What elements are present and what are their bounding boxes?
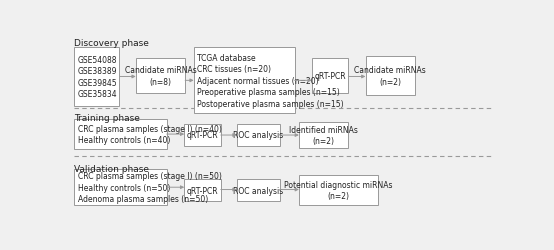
FancyBboxPatch shape — [74, 170, 167, 205]
FancyBboxPatch shape — [312, 59, 348, 94]
FancyBboxPatch shape — [299, 122, 348, 148]
Text: CRC plasma samples (stage I) (n=40)
Healthy controls (n=40): CRC plasma samples (stage I) (n=40) Heal… — [78, 124, 222, 144]
Text: CRC plasma samples (stage I) (n=50)
Healthy controls (n=50)
Adenoma plasma sampl: CRC plasma samples (stage I) (n=50) Heal… — [78, 172, 222, 203]
Text: qRT-PCR: qRT-PCR — [187, 186, 218, 195]
FancyBboxPatch shape — [184, 124, 221, 146]
FancyBboxPatch shape — [366, 57, 415, 96]
Text: TCGA database
CRC tissues (n=20)
Adjacent normal tissues (n=20)
Preoperative pla: TCGA database CRC tissues (n=20) Adjacen… — [197, 54, 344, 108]
FancyBboxPatch shape — [237, 179, 280, 201]
Text: Candidate miRNAs
(n=8): Candidate miRNAs (n=8) — [125, 66, 196, 86]
FancyBboxPatch shape — [74, 120, 167, 149]
Text: Validation phase: Validation phase — [74, 165, 150, 174]
Text: GSE54088
GSE38389
GSE39845
GSE35834: GSE54088 GSE38389 GSE39845 GSE35834 — [78, 56, 117, 99]
Text: Identified miRNAs
(n=2): Identified miRNAs (n=2) — [289, 125, 358, 146]
Text: Discovery phase: Discovery phase — [74, 39, 149, 48]
FancyBboxPatch shape — [74, 47, 120, 107]
FancyBboxPatch shape — [194, 48, 295, 114]
FancyBboxPatch shape — [299, 175, 378, 205]
Text: qRT-PCR: qRT-PCR — [187, 131, 218, 140]
FancyBboxPatch shape — [184, 179, 221, 201]
Text: qRT-PCR: qRT-PCR — [314, 72, 346, 81]
FancyBboxPatch shape — [237, 124, 280, 146]
Text: ROC analysis: ROC analysis — [233, 186, 283, 195]
Text: Training phase: Training phase — [74, 114, 140, 123]
FancyBboxPatch shape — [136, 59, 185, 94]
Text: Candidate miRNAs
(n=2): Candidate miRNAs (n=2) — [355, 66, 426, 86]
Text: ROC analysis: ROC analysis — [233, 131, 283, 140]
Text: Potential diagnostic miRNAs
(n=2): Potential diagnostic miRNAs (n=2) — [284, 180, 393, 201]
